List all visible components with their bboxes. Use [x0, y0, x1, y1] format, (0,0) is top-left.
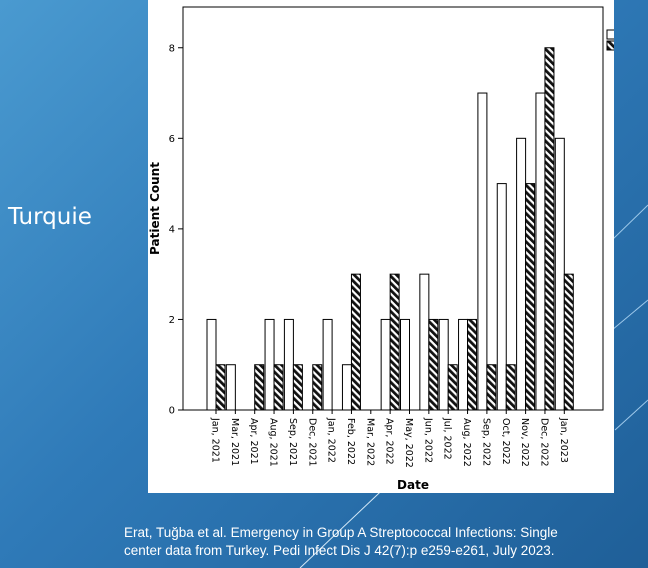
slide-side-title: Turquie	[8, 204, 92, 230]
bar-igas	[380, 318, 391, 411]
x-tick-label: Jan, 2021	[210, 417, 221, 463]
legend: igasssti	[606, 29, 614, 51]
y-tick-label: 6	[169, 134, 175, 145]
bar-igas	[225, 364, 236, 411]
bar-igas	[283, 318, 294, 411]
y-tick-label: 0	[169, 406, 175, 417]
x-tick-label: Sep, 2022	[480, 418, 491, 466]
y-tick-label: 2	[169, 315, 175, 326]
bar-igas	[400, 318, 410, 411]
bar-ssti	[292, 364, 303, 411]
bar-igas	[535, 92, 546, 411]
x-tick-label: Apr, 2022	[384, 418, 395, 465]
y-axis-label: Patient Count	[148, 162, 162, 255]
bar-igas	[477, 92, 488, 411]
x-tick-label: Jun, 2022	[422, 417, 433, 463]
bars-layer	[206, 47, 574, 411]
x-tick-label: Dec, 2022	[538, 418, 549, 467]
x-tick-label: May, 2022	[403, 418, 414, 468]
bar-ssti	[447, 364, 458, 411]
bar-ssti	[215, 364, 226, 411]
bar-ssti	[350, 273, 361, 411]
bar-ssti	[254, 364, 265, 411]
bar-igas	[496, 183, 507, 411]
bar-ssti	[428, 318, 439, 411]
bar-igas	[419, 273, 430, 411]
bar-igas	[458, 318, 469, 411]
bar-ssti	[544, 47, 555, 411]
x-tick-label: Mar, 2021	[229, 418, 240, 466]
bar-ssti	[389, 273, 400, 411]
bar-ssti	[525, 183, 536, 411]
bar-ssti	[505, 364, 516, 411]
y-tick-label: 4	[169, 224, 175, 235]
bar-igas	[322, 318, 333, 411]
bar-ssti	[467, 318, 478, 411]
bar-igas	[341, 364, 352, 411]
x-tick-label: Mar, 2022	[364, 418, 375, 466]
x-tick-label: Sep, 2021	[287, 418, 298, 466]
citation: Erat, Tuğba et al. Emergency in Group A …	[124, 524, 648, 560]
x-tick-label: Jan, 2023	[558, 417, 569, 463]
x-tick-label: Apr, 2021	[248, 418, 259, 465]
x-tick-label: Dec, 2021	[306, 418, 317, 467]
axes-layer: 0 2 4 6 8 Patient Count Date Jan, 2021 Mar, 2021…	[148, 6, 604, 492]
bar-igas	[206, 318, 217, 411]
x-tick-label: Oct, 2022	[500, 418, 511, 465]
plot-frame	[182, 6, 604, 411]
legend-swatch-ssti	[606, 40, 614, 51]
x-tick-label: Jan, 2022	[326, 417, 337, 463]
bar-ssti	[312, 364, 323, 411]
x-tick-label: Aug, 2021	[268, 418, 279, 467]
x-axis-label: Date	[397, 478, 429, 492]
bar-igas	[438, 318, 449, 411]
bar-igas	[554, 137, 565, 411]
x-tick-label: Feb, 2022	[345, 418, 356, 465]
x-tick-label: Aug, 2022	[461, 418, 472, 467]
bar-chart: 0 2 4 6 8 Patient Count Date Jan, 2021 Mar, 2021…	[148, 6, 614, 492]
citation-line-2: center data from Turkey. Pedi Infect Dis…	[124, 543, 555, 558]
legend-swatch-igas	[606, 29, 614, 40]
y-tick-label: 8	[169, 43, 175, 54]
bar-ssti	[563, 273, 574, 411]
x-tick-label: Nov, 2022	[519, 418, 530, 467]
bar-igas	[264, 318, 275, 411]
x-tick-label: Jul, 2022	[442, 417, 453, 460]
bar-igas	[516, 137, 527, 411]
bar-ssti	[486, 364, 497, 411]
citation-line-1: Erat, Tuğba et al. Emergency in Group A …	[124, 525, 558, 540]
chart-panel: 0 2 4 6 8 Patient Count Date Jan, 2021 Mar, 2021…	[148, 0, 614, 493]
bar-ssti	[273, 364, 284, 411]
